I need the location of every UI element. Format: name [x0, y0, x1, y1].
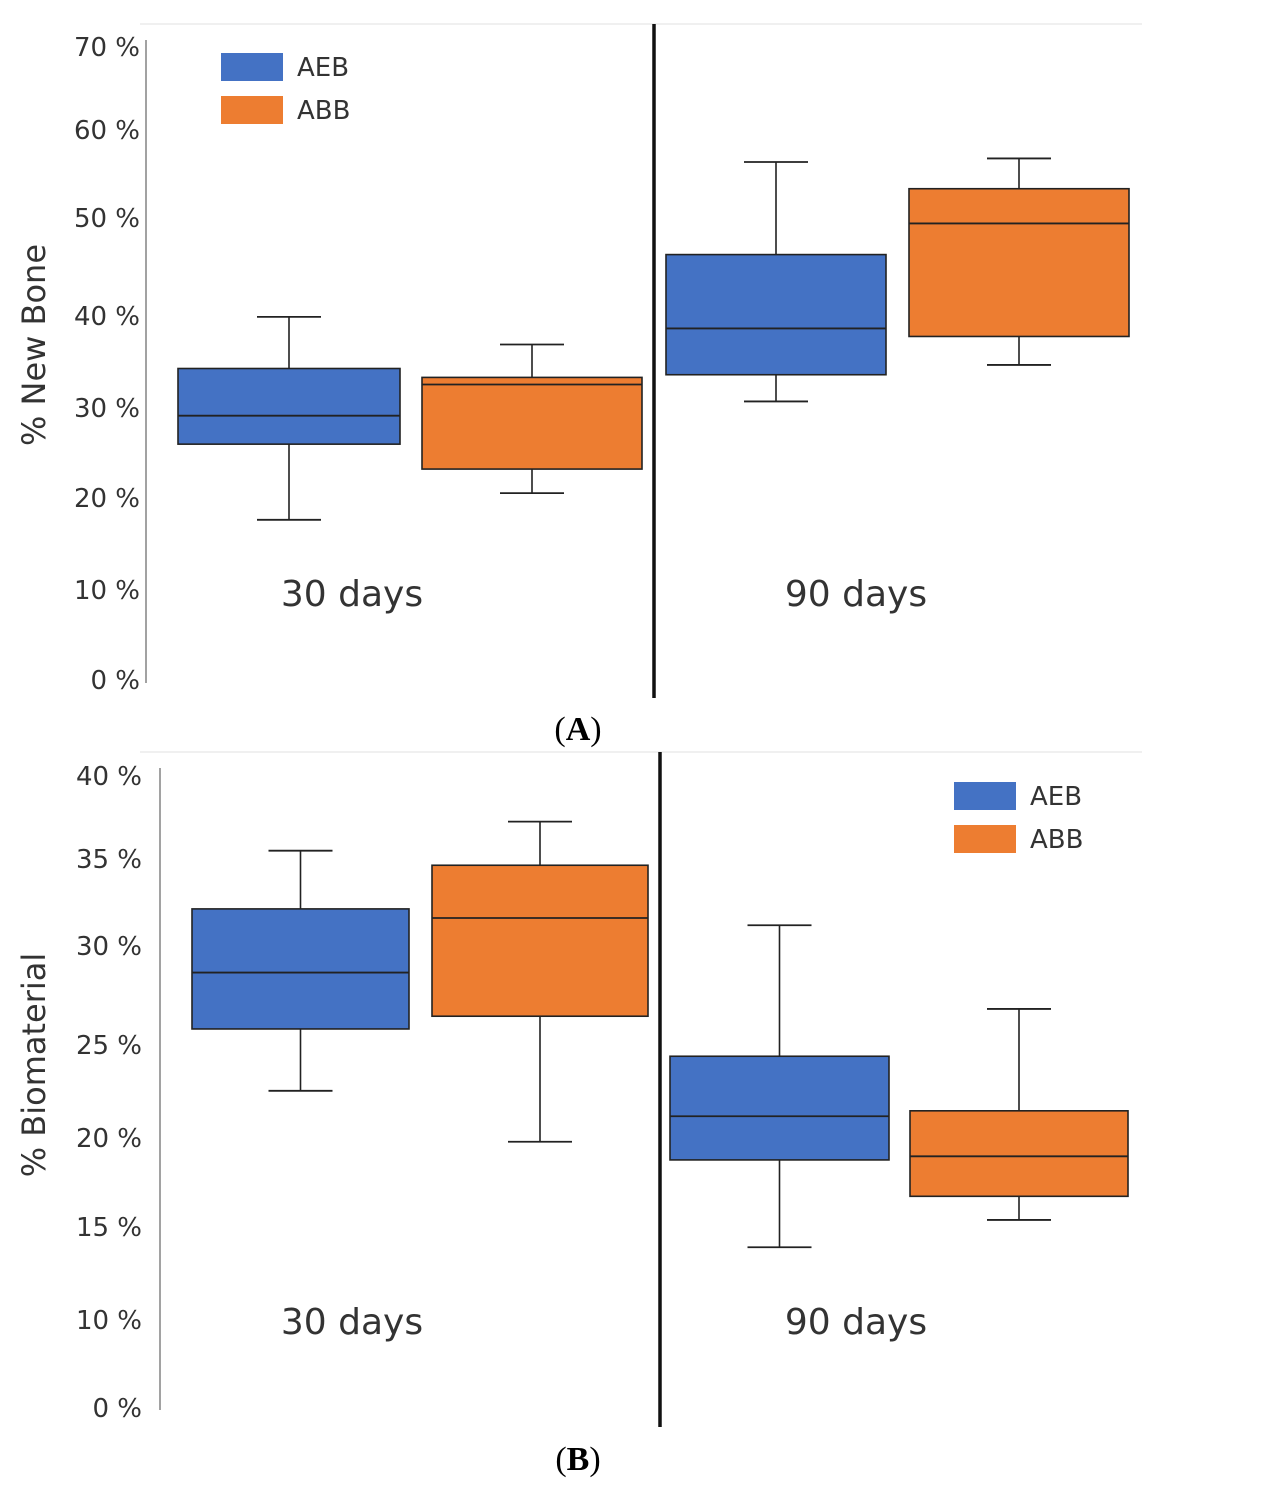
legend-swatch-aeb	[221, 53, 283, 81]
iqr-box	[908, 187, 1130, 338]
panel-a-group-label: 30 days	[281, 574, 423, 615]
panel-b-label: (B)	[555, 1441, 600, 1478]
panel-a-y-tick-label: 50 %	[74, 204, 140, 234]
panel-a-group-label: 90 days	[785, 574, 927, 615]
panel-a-label: (A)	[554, 711, 601, 748]
panel-b-y-tick-label: 25 %	[76, 1031, 142, 1061]
panel-b-y-tick-label: 10 %	[76, 1306, 142, 1336]
legend-label-abb: ABB	[1030, 825, 1083, 855]
panel-b-group-label: 90 days	[785, 1302, 927, 1343]
panel-a-y-tick-label: 60 %	[74, 116, 140, 146]
iqr-box	[669, 1055, 890, 1161]
panel-b-y-tick-label: 15 %	[76, 1213, 142, 1243]
iqr-box	[177, 367, 401, 445]
iqr-box	[191, 908, 410, 1030]
panel-a-box-aeb-90days	[665, 161, 887, 403]
panel-b: 0 % 10 % 15 % 20 % 25 % 30 % 35 % 40 % % Biomate…	[15, 751, 1142, 1478]
panel-b-y-tick-label: 35 %	[76, 845, 142, 875]
panel-b-y-tick-label: 0 %	[92, 1394, 142, 1424]
panel-a-y-tick-label: 10 %	[74, 576, 140, 606]
panel-a-box-abb-90days	[908, 157, 1130, 366]
legend-label-aeb: AEB	[1030, 782, 1082, 812]
panel-b-y-axis-title: % Biomaterial	[15, 953, 53, 1178]
panel-b-y-tick-label: 20 %	[76, 1124, 142, 1154]
panel-b-box-aeb-90days	[669, 924, 890, 1249]
panel-a-y-tick-label: 30 %	[74, 394, 140, 424]
panel-b-legend: AEB ABB	[954, 782, 1083, 855]
panel-a-y-tick-label: 0 %	[90, 666, 140, 696]
panel-a-legend: AEB ABB	[221, 53, 350, 126]
panel-b-box-abb-90days	[909, 1008, 1129, 1221]
panel-b-box-abb-30days	[431, 820, 649, 1143]
iqr-box	[909, 1110, 1129, 1198]
iqr-box	[431, 864, 649, 1018]
legend-swatch-abb	[221, 96, 283, 124]
legend-label-abb: ABB	[297, 96, 350, 126]
panel-b-y-tick-label: 30 %	[76, 932, 142, 962]
panel-a-box-abb-30days	[421, 343, 643, 495]
panel-a-box-aeb-30days	[177, 315, 401, 521]
legend-label-aeb: AEB	[297, 53, 349, 83]
panel-a-y-tick-label: 70 %	[74, 33, 140, 63]
panel-b-y-tick-label: 40 %	[76, 762, 142, 792]
iqr-box	[665, 253, 887, 376]
panel-a-y-tick-label: 20 %	[74, 484, 140, 514]
panel-a-y-tick-label: 40 %	[74, 302, 140, 332]
legend-swatch-abb	[954, 825, 1016, 853]
legend-swatch-aeb	[954, 782, 1016, 810]
iqr-box	[421, 376, 643, 470]
panel-b-box-aeb-30days	[191, 849, 410, 1092]
panel-a-y-axis-title: % New Bone	[15, 244, 53, 446]
panel-a: 0 % 10 % 20 % 30 % 40 % 50 % 60 % 70 % % New Bon…	[15, 23, 1142, 748]
panel-b-group-label: 30 days	[281, 1302, 423, 1343]
